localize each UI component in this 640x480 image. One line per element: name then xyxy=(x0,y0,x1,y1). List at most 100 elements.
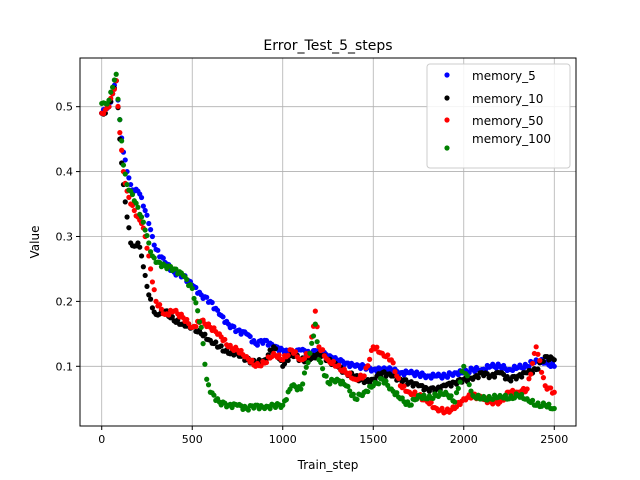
series-memory-100 xyxy=(99,71,557,413)
data-point xyxy=(533,344,539,350)
data-point xyxy=(310,333,317,339)
data-point xyxy=(149,233,156,240)
data-point xyxy=(142,272,148,279)
data-point xyxy=(124,214,130,220)
data-point xyxy=(535,351,541,357)
data-point xyxy=(367,356,373,362)
data-point xyxy=(468,388,474,394)
legend-box xyxy=(426,63,571,169)
data-point xyxy=(193,300,199,306)
data-point xyxy=(146,240,152,246)
data-point xyxy=(365,363,371,369)
data-point xyxy=(147,227,154,233)
data-point xyxy=(214,307,221,313)
data-point xyxy=(461,363,467,369)
data-point xyxy=(285,352,291,358)
data-point xyxy=(144,245,150,251)
y-tick-label: 0.1 xyxy=(56,360,74,373)
data-point xyxy=(546,401,552,407)
series-layer xyxy=(99,71,557,416)
data-point xyxy=(258,363,264,369)
data-point xyxy=(146,253,152,259)
data-point xyxy=(312,308,318,314)
data-point xyxy=(354,396,360,402)
data-point xyxy=(147,249,154,255)
x-ticks: 0 500 1000 1500 2000 2500 xyxy=(98,426,568,446)
data-point xyxy=(184,276,190,283)
data-point xyxy=(519,391,525,398)
data-point xyxy=(249,357,255,363)
legend-marker-memory-100 xyxy=(444,145,450,151)
data-point xyxy=(455,385,461,392)
data-point xyxy=(147,266,154,272)
data-point xyxy=(540,375,547,381)
data-point xyxy=(128,181,134,188)
x-tick-label: 0 xyxy=(98,433,105,446)
data-point xyxy=(144,283,150,290)
data-point xyxy=(395,375,402,381)
data-point xyxy=(158,306,165,312)
data-point xyxy=(202,361,208,367)
data-point xyxy=(209,299,215,306)
x-tick-label: 1000 xyxy=(269,433,297,446)
data-point xyxy=(280,402,286,408)
data-point xyxy=(376,381,382,387)
data-point xyxy=(135,204,141,210)
data-point xyxy=(361,373,367,379)
data-point xyxy=(347,388,353,394)
data-point xyxy=(528,371,534,377)
data-point xyxy=(117,117,123,123)
data-point xyxy=(213,339,219,345)
data-point xyxy=(200,341,206,347)
data-point xyxy=(211,325,217,331)
data-point xyxy=(263,359,270,366)
x-tick-label: 500 xyxy=(182,433,203,446)
data-point xyxy=(135,240,141,246)
data-point xyxy=(385,352,391,358)
data-point xyxy=(457,379,463,385)
data-point xyxy=(167,263,174,270)
data-point xyxy=(122,157,128,163)
x-axis-label: Train_step xyxy=(297,458,359,472)
data-point xyxy=(138,214,145,220)
data-point xyxy=(153,298,159,304)
data-point xyxy=(146,292,152,298)
data-point xyxy=(281,361,288,367)
data-point xyxy=(524,386,530,392)
data-point xyxy=(336,362,342,368)
data-point xyxy=(247,333,253,340)
legend-label-memory-50: memory_50 xyxy=(472,114,543,128)
data-point xyxy=(115,103,121,110)
data-point xyxy=(276,352,282,358)
data-point xyxy=(464,373,470,379)
y-ticks: 0.1 0.2 0.3 0.4 0.5 xyxy=(56,101,80,373)
data-point xyxy=(305,359,311,366)
data-point xyxy=(119,147,125,153)
data-point xyxy=(345,383,351,390)
data-point xyxy=(439,405,445,411)
data-point xyxy=(314,339,320,345)
data-point xyxy=(142,207,148,214)
data-point xyxy=(365,388,371,395)
data-point xyxy=(196,319,203,325)
legend-label-memory-10: memory_10 xyxy=(472,92,543,106)
data-point xyxy=(537,358,543,364)
data-point xyxy=(131,207,137,214)
data-point xyxy=(140,264,146,270)
data-point xyxy=(137,244,143,250)
data-point xyxy=(383,378,389,384)
data-point xyxy=(292,349,299,355)
data-point xyxy=(444,374,451,380)
data-point xyxy=(298,386,304,392)
data-point xyxy=(149,279,156,285)
data-point xyxy=(272,346,279,352)
data-point xyxy=(184,316,190,323)
data-point xyxy=(193,323,199,330)
data-point xyxy=(303,364,309,370)
data-point xyxy=(452,399,458,405)
data-point xyxy=(403,377,409,383)
legend-marker-memory-5 xyxy=(444,72,450,78)
data-point xyxy=(448,393,454,399)
data-point xyxy=(173,266,179,272)
